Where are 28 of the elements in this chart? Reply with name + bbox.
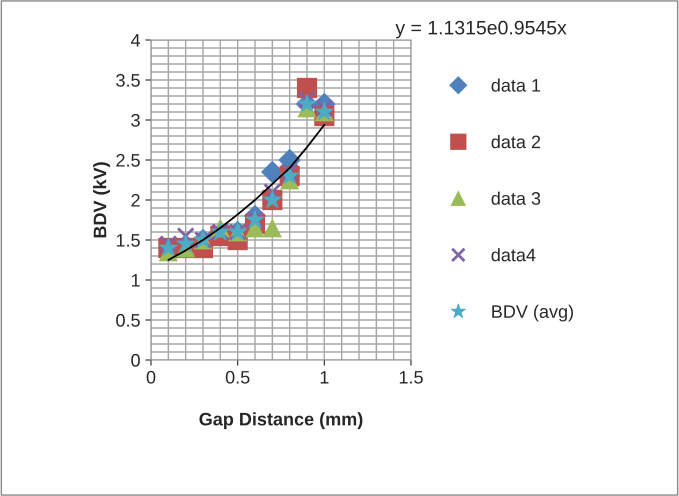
text: y = 1.1315e0.9545x: [395, 20, 567, 38]
point: [298, 90, 316, 110]
y-tick-label: 2: [131, 194, 140, 207]
y-tick-label: 4: [130, 34, 140, 47]
x-tick-label: 1: [320, 371, 328, 384]
x-tick-label: 0.5: [226, 370, 250, 384]
point: [262, 218, 282, 238]
x-tick-label: 0: [146, 370, 156, 384]
y-tick-label: 2.5: [116, 154, 140, 167]
point: [159, 234, 178, 254]
legend-label: data 1: [492, 78, 540, 92]
legend-label: data 2: [492, 135, 540, 148]
point: [263, 182, 282, 202]
y-axis-title: BDV (kV): [93, 162, 110, 238]
x-axis-title: Gap Distance (mm): [199, 412, 362, 430]
point: [280, 162, 299, 182]
y-tick-label: 3.5: [116, 74, 140, 87]
point: [315, 98, 334, 118]
y-tick-label: 1: [132, 274, 140, 287]
y-tick-label: 0: [131, 354, 140, 367]
point: [176, 234, 196, 252]
legend-label: data4: [492, 248, 536, 262]
y-tick-label: 1.5: [116, 234, 140, 247]
y-tick-label: 3: [131, 114, 140, 127]
y-tick-label: 0.5: [116, 314, 140, 327]
x-tick-label: 1.5: [400, 371, 423, 384]
legend-label: data 3: [492, 192, 540, 205]
legend-label: BDV (avg): [492, 304, 573, 322]
